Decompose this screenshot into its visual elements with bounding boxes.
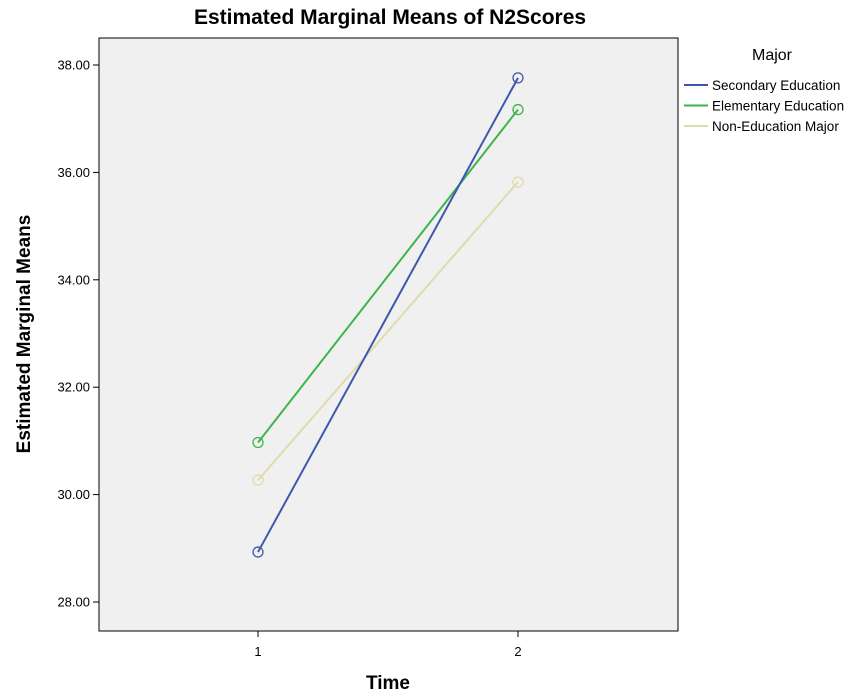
y-tick-label: 34.00 bbox=[57, 272, 90, 287]
data-point-secondary-education bbox=[512, 72, 524, 84]
data-point-elementary-education bbox=[512, 103, 524, 116]
chart-title: Estimated Marginal Means of N2Scores bbox=[194, 6, 586, 29]
x-axis-label: Time bbox=[366, 673, 410, 694]
legend-label: Secondary Education bbox=[712, 78, 840, 93]
series-markers bbox=[252, 72, 524, 558]
series-line-non-education-major bbox=[257, 181, 519, 481]
data-point-secondary-education bbox=[252, 546, 264, 558]
legend-title: Major bbox=[752, 47, 793, 64]
y-tick-label: 30.00 bbox=[57, 487, 90, 502]
legend-items: Secondary Education Elementary Education N… bbox=[684, 78, 844, 134]
y-tick-label: 32.00 bbox=[57, 380, 90, 395]
x-tick-label: 1 bbox=[254, 644, 261, 659]
y-tick-label: 38.00 bbox=[57, 58, 90, 73]
x-tick-label: 2 bbox=[514, 644, 521, 659]
y-tick-label: 28.00 bbox=[57, 595, 90, 610]
y-axis-ticks: 28.00 30.00 32.00 34.00 36.00 38.00 bbox=[57, 58, 99, 610]
data-point-non-education-major bbox=[252, 474, 264, 486]
series-lines bbox=[257, 77, 519, 553]
data-point-non-education-major bbox=[512, 176, 524, 188]
plot-area bbox=[98, 37, 679, 632]
legend-label: Elementary Education bbox=[712, 99, 844, 114]
y-tick-label: 36.00 bbox=[57, 165, 90, 180]
series-line-secondary-education bbox=[257, 77, 519, 553]
data-point-elementary-education bbox=[252, 436, 264, 449]
legend-label: Non-Education Major bbox=[712, 119, 839, 134]
legend: Major Secondary Education Elementary Educ… bbox=[684, 47, 844, 134]
y-axis-label: Estimated Marginal Means bbox=[14, 215, 35, 454]
series-line-elementary-education bbox=[257, 108, 519, 444]
